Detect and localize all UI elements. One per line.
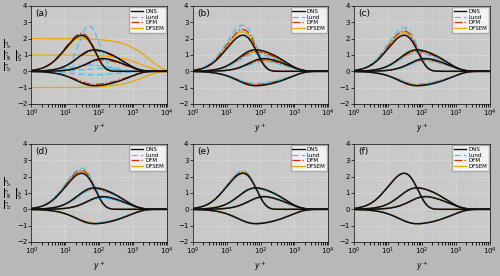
Legend: DNS, Lund, DFM, DFSEM: DNS, Lund, DFM, DFSEM [130, 145, 166, 171]
Text: (b): (b) [197, 9, 209, 18]
Text: (f): (f) [358, 147, 368, 156]
X-axis label: $y^+$: $y^+$ [416, 121, 428, 134]
Legend: DNS, Lund, DFM, DFSEM: DNS, Lund, DFM, DFSEM [290, 145, 327, 171]
Legend: DNS, Lund, DFM, DFSEM: DNS, Lund, DFM, DFSEM [290, 7, 327, 33]
Text: (c): (c) [358, 9, 370, 18]
Text: (e): (e) [197, 147, 209, 156]
Y-axis label: $\overline{u'^2}$  $\overline{w'^2}$  $\overline{v'^2}$
$\overline{u'v'}$: $\overline{u'^2}$ $\overline{w'^2}$ $\ov… [4, 177, 25, 209]
X-axis label: $y^+$: $y^+$ [93, 259, 106, 272]
Y-axis label: $\overline{u'^2}$  $\overline{w'^2}$  $\overline{v'^2}$
$\overline{u'v'}$: $\overline{u'^2}$ $\overline{w'^2}$ $\ov… [4, 39, 25, 71]
Text: (d): (d) [36, 147, 49, 156]
X-axis label: $y^+$: $y^+$ [416, 259, 428, 272]
Legend: DNS, Lund, DFM, DFSEM: DNS, Lund, DFM, DFSEM [452, 145, 488, 171]
Legend: DNS, Lund, DFM, DFSEM: DNS, Lund, DFM, DFSEM [130, 7, 166, 33]
Text: (a): (a) [36, 9, 48, 18]
X-axis label: $y^+$: $y^+$ [93, 121, 106, 134]
Legend: DNS, Lund, DFM, DFSEM: DNS, Lund, DFM, DFSEM [452, 7, 488, 33]
X-axis label: $y^+$: $y^+$ [254, 259, 266, 272]
X-axis label: $y^+$: $y^+$ [254, 121, 266, 134]
